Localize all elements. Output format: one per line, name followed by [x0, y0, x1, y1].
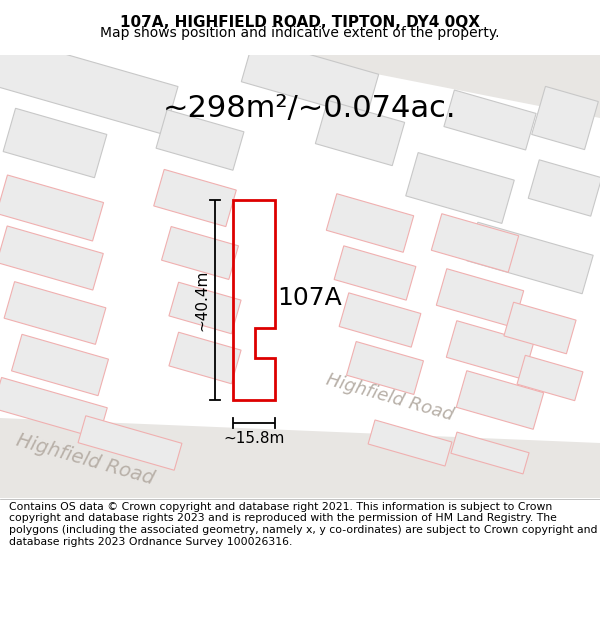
Polygon shape [241, 39, 379, 118]
Polygon shape [532, 86, 598, 149]
Text: 107A, HIGHFIELD ROAD, TIPTON, DY4 0QX: 107A, HIGHFIELD ROAD, TIPTON, DY4 0QX [120, 16, 480, 31]
Polygon shape [4, 282, 106, 344]
Polygon shape [436, 269, 524, 328]
Polygon shape [457, 371, 544, 429]
Polygon shape [78, 416, 182, 470]
Polygon shape [339, 293, 421, 347]
Polygon shape [169, 332, 241, 384]
Polygon shape [316, 101, 404, 166]
Polygon shape [504, 302, 576, 354]
Polygon shape [406, 152, 514, 223]
Polygon shape [280, 55, 600, 118]
Polygon shape [347, 341, 424, 394]
Polygon shape [3, 108, 107, 177]
Polygon shape [0, 31, 178, 134]
Polygon shape [334, 246, 416, 300]
Polygon shape [0, 378, 107, 439]
Polygon shape [467, 222, 593, 294]
Polygon shape [0, 226, 103, 290]
Text: Highfield Road: Highfield Road [14, 431, 156, 489]
Text: Highfield Road: Highfield Road [324, 371, 456, 425]
Polygon shape [451, 432, 529, 474]
Polygon shape [161, 226, 238, 279]
Text: ~298m²/~0.074ac.: ~298m²/~0.074ac. [163, 94, 457, 122]
Polygon shape [0, 418, 600, 498]
Text: ~40.4m: ~40.4m [194, 269, 209, 331]
Polygon shape [446, 321, 533, 379]
Polygon shape [368, 420, 452, 466]
Polygon shape [11, 334, 109, 396]
Polygon shape [444, 90, 536, 150]
Polygon shape [0, 175, 104, 241]
Polygon shape [326, 194, 413, 252]
Polygon shape [156, 110, 244, 170]
Text: Contains OS data © Crown copyright and database right 2021. This information is : Contains OS data © Crown copyright and d… [9, 502, 598, 547]
Text: 107A: 107A [278, 286, 343, 310]
Polygon shape [169, 282, 241, 334]
Polygon shape [528, 160, 600, 216]
Text: Map shows position and indicative extent of the property.: Map shows position and indicative extent… [100, 26, 500, 39]
Polygon shape [517, 355, 583, 401]
Polygon shape [154, 169, 236, 227]
Text: ~15.8m: ~15.8m [223, 431, 284, 446]
Polygon shape [431, 214, 518, 272]
